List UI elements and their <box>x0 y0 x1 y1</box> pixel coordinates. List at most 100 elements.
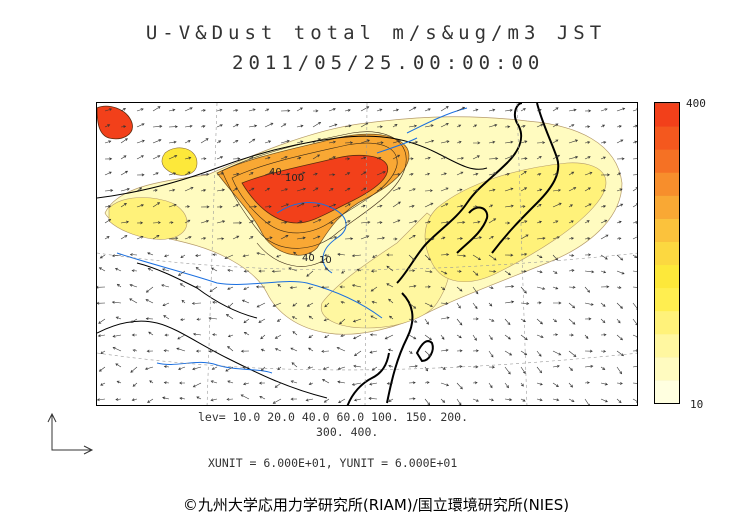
wind-arrow <box>520 157 528 160</box>
wind-arrow <box>176 347 186 352</box>
wind-arrow <box>472 205 479 209</box>
wind-arrow <box>336 347 346 352</box>
copyright-credit: ©九州大学応用力学研究所(RIAM)/国立環境研究所(NIES) <box>182 496 570 514</box>
wind-arrow <box>376 156 382 160</box>
wind-arrow <box>344 237 354 241</box>
wind-arrow <box>232 221 243 225</box>
wind-arrow <box>488 269 497 273</box>
wind-arrow <box>616 254 624 261</box>
wind-arrow <box>472 349 479 353</box>
wind-arrow <box>264 122 274 128</box>
wind-arrow <box>369 333 378 337</box>
wind-arrow <box>408 302 417 309</box>
wind-arrow <box>255 285 266 289</box>
wind-arrow <box>104 189 114 192</box>
wind-arrow <box>504 140 514 144</box>
wind-arrow <box>200 172 210 176</box>
wind-arrow <box>536 334 544 338</box>
wind-arrow <box>225 366 234 372</box>
wind-arrow <box>97 285 106 289</box>
wind-arrow <box>312 204 321 208</box>
wind-arrow <box>536 173 542 176</box>
wind-arrow <box>208 349 218 353</box>
wind-arrow <box>616 334 623 341</box>
wind-arrow <box>145 299 154 304</box>
wind-arrow <box>488 334 493 341</box>
wind-arrow <box>472 236 483 240</box>
wind-arrow <box>312 109 319 113</box>
wind-arrow <box>232 157 241 161</box>
wind-arrow <box>136 187 143 192</box>
wind-arrow <box>456 254 467 258</box>
wind-arrow <box>472 141 481 145</box>
wind-arrow <box>616 188 623 192</box>
wind-arrow <box>211 267 218 272</box>
wind-arrow <box>324 302 330 308</box>
wind-arrow <box>456 188 463 192</box>
wind-arrow <box>328 123 338 128</box>
wind-arrow <box>152 155 161 160</box>
wind-arrow <box>568 108 577 112</box>
wind-arrow <box>386 253 394 257</box>
wind-arrow <box>179 397 186 400</box>
wind-arrow <box>632 108 637 112</box>
contour-label: 40 <box>269 167 282 178</box>
wind-arrow <box>552 202 562 208</box>
wind-arrow <box>488 236 494 240</box>
wind-arrow <box>424 334 432 341</box>
wind-arrow <box>280 188 289 192</box>
wind-arrow <box>104 157 113 161</box>
wind-arrow <box>440 123 449 128</box>
wind-arrow <box>520 366 526 374</box>
wind-arrow <box>226 397 234 401</box>
dust-map: 40 100 40 10 <box>96 102 638 406</box>
wind-arrow <box>424 220 431 224</box>
wind-arrow <box>208 316 218 320</box>
wind-arrow <box>488 172 497 176</box>
wind-arrow <box>568 398 575 402</box>
wind-arrow <box>280 109 291 113</box>
wind-arrow <box>243 331 250 336</box>
wind-arrow <box>472 398 479 402</box>
wind-arrow <box>184 156 192 160</box>
wind-arrow <box>307 366 314 369</box>
wind-arrow <box>256 302 266 308</box>
wind-arrow <box>632 286 637 288</box>
wind-arrow <box>232 187 238 192</box>
wind-arrow <box>520 398 526 402</box>
wind-arrow <box>308 347 314 352</box>
wind-arrow <box>353 398 362 402</box>
wind-arrow <box>388 398 394 402</box>
wind-arrow <box>616 398 622 404</box>
wind-arrow <box>584 109 592 113</box>
wind-arrow <box>120 235 128 240</box>
wind-arrow <box>440 106 449 112</box>
wind-arrow <box>274 382 282 388</box>
wind-arrow <box>504 237 511 241</box>
wind-arrow <box>440 172 447 176</box>
wind-arrow <box>632 334 637 339</box>
wind-arrow <box>536 236 546 240</box>
wind-arrow <box>536 141 546 145</box>
wind-arrow <box>163 381 170 385</box>
wind-arrow <box>212 333 218 337</box>
wind-arrow <box>293 251 298 256</box>
colorbar-swatch <box>655 218 679 242</box>
wind-arrow <box>456 221 466 224</box>
colorbar-swatch <box>655 287 679 312</box>
wind-arrow <box>195 285 202 289</box>
wind-arrow <box>552 236 560 240</box>
wind-arrow <box>408 318 418 323</box>
dust-region-west <box>108 197 188 240</box>
wind-arrow <box>216 172 225 176</box>
wind-arrow <box>195 254 202 257</box>
wind-arrow <box>289 286 298 290</box>
wind-arrow <box>488 254 497 261</box>
wind-arrow <box>341 270 346 274</box>
wind-arrow <box>312 138 321 144</box>
wind-arrow <box>130 318 138 323</box>
wind-arrow <box>344 124 352 128</box>
wind-arrow <box>248 124 258 128</box>
wind-arrow <box>184 205 191 209</box>
wind-arrow <box>232 235 240 240</box>
